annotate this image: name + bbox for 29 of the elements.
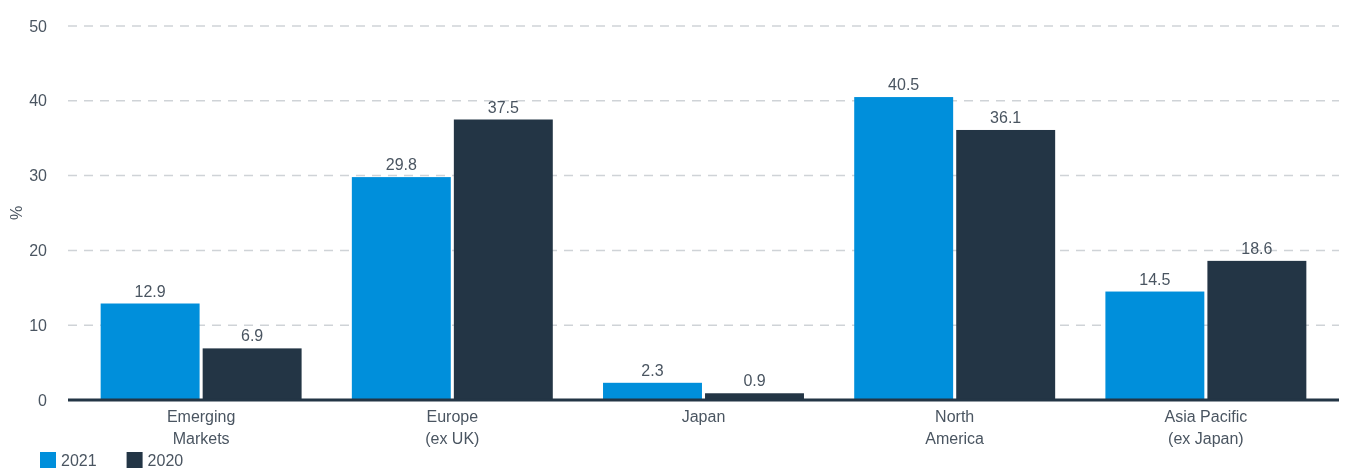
y-axis-title: % (8, 205, 25, 221)
data-label: 2.3 (641, 361, 664, 379)
bar (854, 97, 954, 400)
y-tick-label: 40 (29, 92, 48, 110)
data-label: 18.6 (1241, 239, 1273, 257)
y-tick-label: 10 (29, 316, 48, 334)
data-label: 40.5 (888, 76, 920, 94)
data-label: 37.5 (487, 98, 519, 116)
legend-label: 2021 (61, 452, 97, 469)
bar (603, 382, 702, 400)
x-tick-label: Asia Pacific (ex Japan) (1164, 408, 1248, 447)
data-label: 36.1 (990, 108, 1022, 126)
data-label: 12.9 (134, 282, 166, 300)
x-tick-label: Emerging Markets (166, 408, 236, 447)
x-tick-label: Europe (ex UK) (425, 408, 480, 447)
y-tick-label: 50 (29, 17, 48, 35)
data-label: 0.9 (743, 372, 766, 390)
bar (1105, 291, 1205, 400)
data-label: 6.9 (241, 327, 264, 345)
bar (351, 177, 451, 400)
bar (100, 303, 200, 400)
data-label: 29.8 (385, 156, 417, 174)
y-tick-label: 30 (29, 167, 48, 185)
x-tick-label: North America (925, 408, 985, 447)
data-label: 14.5 (1139, 270, 1171, 288)
y-tick-label: 0 (38, 391, 48, 409)
y-tick-label: 20 (29, 242, 48, 260)
x-tick-label: Japan (681, 408, 726, 425)
legend-label: 2020 (147, 452, 184, 469)
